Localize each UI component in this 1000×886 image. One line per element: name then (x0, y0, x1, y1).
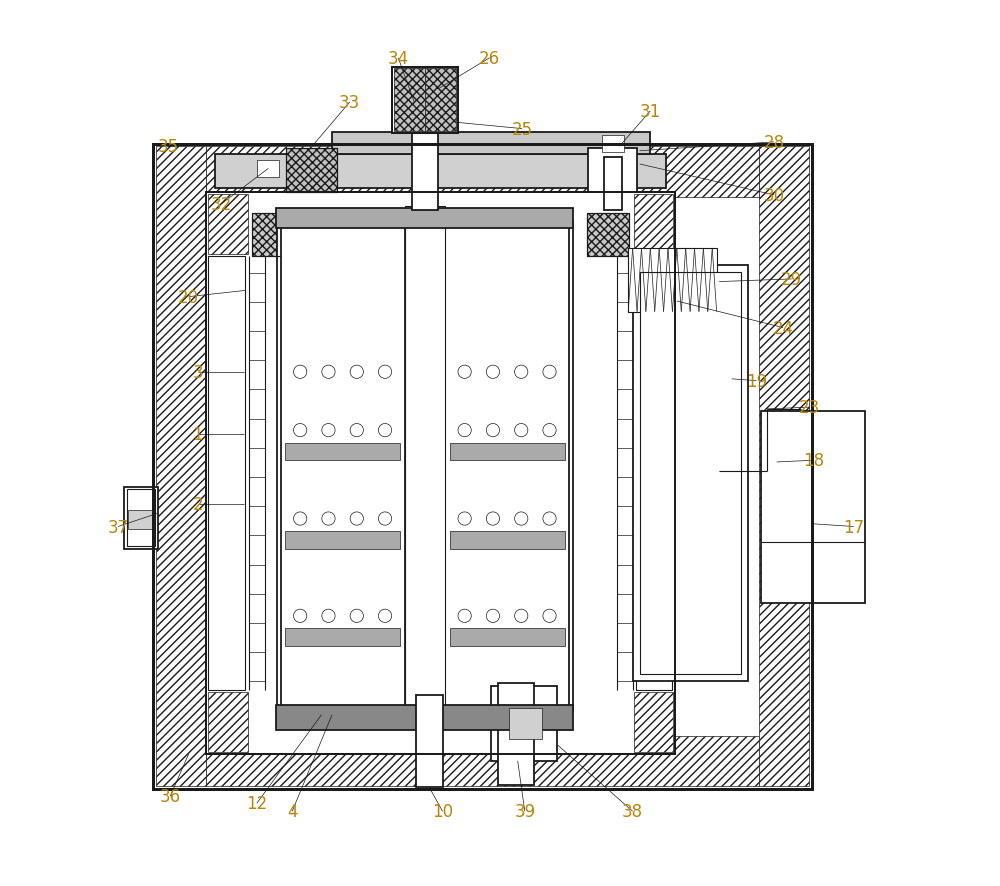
Text: 30: 30 (764, 187, 785, 205)
Bar (206, 736, 759, 787)
Bar (636, 257, 672, 690)
Text: 34: 34 (388, 50, 409, 68)
Bar (286, 149, 337, 193)
Text: 37: 37 (107, 518, 129, 536)
Bar (128, 510, 153, 530)
Bar (405, 206, 445, 726)
Text: 25: 25 (512, 120, 533, 138)
Bar (206, 193, 675, 754)
Text: 18: 18 (803, 452, 824, 470)
Bar (509, 708, 542, 739)
Bar (153, 144, 812, 789)
Bar (127, 490, 155, 547)
Bar (416, 695, 443, 788)
Bar (332, 133, 650, 155)
Bar (412, 100, 438, 211)
Text: 33: 33 (339, 94, 360, 112)
Bar (257, 160, 279, 178)
Bar (394, 69, 425, 132)
Text: 36: 36 (160, 788, 181, 805)
Bar (634, 692, 673, 752)
Text: 3: 3 (192, 363, 203, 381)
Bar (153, 144, 812, 789)
Bar (633, 266, 748, 681)
Bar (277, 221, 573, 711)
Text: 19: 19 (746, 372, 767, 390)
Bar (252, 214, 295, 257)
Bar (276, 209, 573, 229)
Text: 10: 10 (432, 803, 453, 820)
Bar (286, 149, 337, 193)
Bar (450, 532, 565, 549)
Bar (285, 628, 400, 646)
Text: 17: 17 (843, 518, 864, 536)
Text: 26: 26 (479, 50, 500, 68)
Bar (206, 193, 675, 754)
Bar (450, 443, 565, 461)
Bar (602, 136, 624, 153)
Bar (640, 273, 741, 674)
Text: 39: 39 (514, 803, 535, 820)
Bar (604, 158, 622, 211)
Text: 31: 31 (640, 103, 661, 120)
Bar (587, 214, 629, 257)
Bar (498, 683, 534, 785)
Bar (392, 67, 458, 134)
Text: 12: 12 (246, 795, 267, 812)
Bar (276, 705, 573, 730)
Text: 1: 1 (192, 425, 203, 443)
Bar (206, 147, 759, 198)
Text: 28: 28 (764, 134, 785, 152)
Bar (206, 193, 675, 754)
Text: 24: 24 (772, 319, 794, 338)
Bar (628, 249, 717, 312)
Bar (761, 411, 865, 603)
Text: 29: 29 (781, 270, 802, 289)
Bar (285, 532, 400, 549)
Bar (587, 214, 629, 257)
Bar (208, 195, 248, 255)
Text: 20: 20 (178, 288, 199, 307)
Bar (392, 67, 458, 134)
Bar (156, 147, 206, 787)
Bar (759, 147, 809, 787)
Bar (450, 628, 565, 646)
Text: 32: 32 (211, 196, 232, 214)
Bar (634, 195, 673, 255)
Bar (285, 443, 400, 461)
Bar (124, 487, 158, 549)
Bar (153, 144, 812, 789)
Bar (445, 224, 569, 708)
Text: 4: 4 (287, 803, 297, 820)
Bar (425, 69, 456, 132)
Bar (208, 692, 248, 752)
Text: 2: 2 (192, 496, 203, 514)
Bar (252, 214, 295, 257)
Bar (588, 149, 637, 193)
Bar (215, 155, 666, 189)
Text: 23: 23 (799, 399, 820, 416)
Text: 38: 38 (622, 803, 643, 820)
Text: 35: 35 (158, 138, 179, 156)
Bar (208, 257, 245, 690)
Bar (491, 686, 557, 761)
Bar (281, 224, 405, 708)
